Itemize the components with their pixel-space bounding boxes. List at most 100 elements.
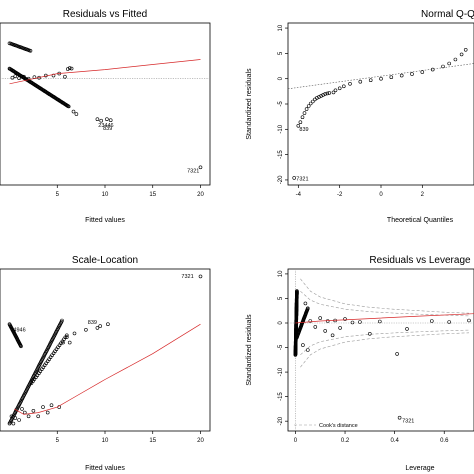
data-point bbox=[13, 74, 18, 78]
data-point bbox=[63, 74, 67, 79]
y-tick-label: -5 bbox=[278, 101, 284, 107]
x-tick-label: 10 bbox=[102, 192, 109, 198]
data-point bbox=[304, 107, 309, 111]
data-point bbox=[463, 47, 468, 52]
data-point bbox=[72, 331, 77, 336]
x-tick-label: 15 bbox=[149, 192, 156, 198]
data-point bbox=[305, 348, 310, 352]
data-point bbox=[198, 274, 203, 279]
data-point bbox=[321, 93, 325, 97]
data-point bbox=[459, 52, 464, 57]
data-point bbox=[368, 78, 373, 82]
data-point bbox=[17, 76, 21, 80]
x-axis-label: Leverage bbox=[405, 465, 434, 472]
x-tick-label: 2 bbox=[421, 192, 425, 198]
data-point bbox=[327, 91, 332, 95]
y-tick-label: -20 bbox=[278, 175, 284, 184]
data-point bbox=[350, 320, 355, 325]
data-point bbox=[292, 176, 297, 180]
data-point bbox=[17, 418, 21, 422]
data-point bbox=[333, 88, 338, 93]
data-point bbox=[447, 61, 452, 66]
data-point bbox=[69, 66, 74, 71]
point-annotation: 839 bbox=[299, 127, 308, 133]
y-tick-label: 0 bbox=[278, 76, 284, 80]
data-point bbox=[308, 319, 313, 323]
data-point bbox=[313, 325, 318, 329]
data-point bbox=[26, 76, 31, 81]
data-point bbox=[11, 421, 16, 426]
data-point bbox=[65, 333, 69, 338]
x-tick-label: 20 bbox=[197, 192, 204, 198]
y-tick-label: 5 bbox=[278, 51, 284, 55]
plot-area bbox=[7, 274, 203, 426]
data-point bbox=[98, 324, 102, 328]
data-point bbox=[105, 117, 109, 121]
x-tick-label: 20 bbox=[197, 438, 204, 444]
data-point bbox=[296, 124, 301, 128]
data-point bbox=[198, 165, 203, 170]
chart-title: Residuals vs Leverage bbox=[369, 255, 471, 266]
data-point bbox=[429, 319, 434, 323]
data-point bbox=[301, 343, 305, 347]
panel-normal-qq: Normal Q-Q Theoretical Quantiles Standar… bbox=[246, 9, 474, 224]
qq-reference-line bbox=[288, 63, 474, 90]
smoother-line bbox=[295, 313, 474, 324]
data-point bbox=[67, 66, 72, 70]
data-point bbox=[341, 84, 346, 89]
point-annotation: 7321 bbox=[181, 274, 193, 280]
x-tick-label: 0.2 bbox=[341, 438, 350, 444]
data-point bbox=[300, 115, 305, 119]
data-point bbox=[447, 320, 452, 324]
data-point bbox=[377, 319, 382, 324]
data-point bbox=[331, 90, 336, 95]
plot-area bbox=[288, 269, 474, 431]
x-tick-label: 5 bbox=[56, 192, 60, 198]
point-annotation: 7321 bbox=[296, 176, 308, 182]
data-point bbox=[467, 318, 471, 323]
data-point bbox=[323, 329, 328, 333]
cooks-contour-lower-outer bbox=[300, 332, 470, 368]
data-point bbox=[36, 414, 41, 419]
x-tick-label: -4 bbox=[296, 192, 302, 198]
data-point bbox=[99, 118, 103, 123]
data-point bbox=[343, 317, 347, 321]
x-axis-label: Theoretical Quantiles bbox=[387, 217, 454, 224]
data-layer: 4946 839 7321 5 10 15 20 bbox=[7, 274, 204, 444]
data-point bbox=[28, 48, 33, 53]
data-point bbox=[67, 340, 72, 345]
y-tick-label: -5 bbox=[278, 344, 284, 350]
y-tick-label: -20 bbox=[278, 416, 284, 425]
data-point bbox=[60, 318, 64, 323]
data-point bbox=[441, 64, 445, 69]
data-point bbox=[65, 335, 69, 339]
y-tick-label: 5 bbox=[278, 296, 284, 300]
y-axis-label: Standardized residuals bbox=[246, 314, 253, 386]
data-point bbox=[295, 289, 299, 293]
data-point bbox=[10, 75, 15, 80]
plot-area bbox=[288, 47, 474, 180]
data-point bbox=[430, 67, 435, 72]
data-point bbox=[20, 407, 24, 411]
data-point bbox=[358, 320, 362, 324]
data-point bbox=[318, 316, 323, 320]
data-point bbox=[9, 414, 14, 419]
data-point bbox=[323, 92, 328, 96]
data-point bbox=[84, 327, 88, 332]
data-point bbox=[71, 109, 76, 114]
chart-title: Normal Q-Q bbox=[421, 9, 474, 20]
data-point bbox=[95, 117, 100, 121]
legend-cooks-distance: Cook's distance bbox=[319, 423, 358, 429]
data-point bbox=[420, 70, 425, 74]
smoother-line bbox=[14, 323, 201, 415]
data-point bbox=[66, 104, 71, 109]
point-annotation: 839 bbox=[88, 320, 97, 326]
x-tick-label: 0.6 bbox=[440, 438, 449, 444]
y-tick-label: -15 bbox=[278, 150, 284, 159]
data-point bbox=[410, 72, 414, 76]
panel-residuals-vs-fitted: Residuals vs Fitted Fitted values 234468… bbox=[0, 9, 211, 224]
y-axis-label: Standardized residuals bbox=[246, 68, 253, 140]
